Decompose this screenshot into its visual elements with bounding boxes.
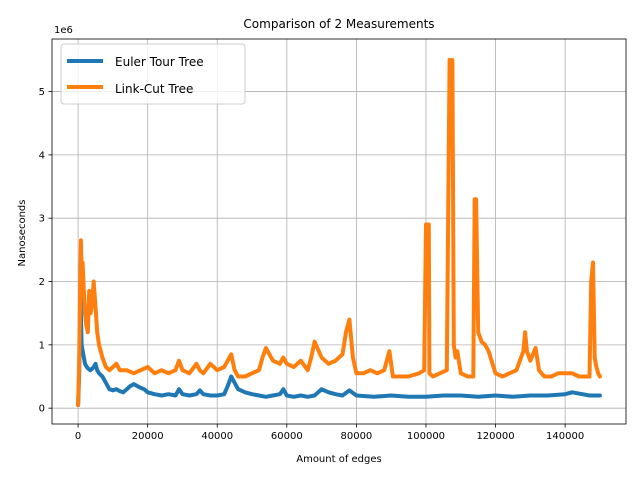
x-tick-label: 120000 bbox=[476, 431, 514, 442]
y-tick-label: 5 bbox=[39, 87, 45, 98]
y-tick-label: 3 bbox=[39, 214, 45, 225]
plot-frame bbox=[51, 38, 627, 425]
legend-label-euler: Euler Tour Tree bbox=[115, 55, 204, 69]
x-tick-label: 60000 bbox=[271, 431, 303, 442]
x-tick-label: 100000 bbox=[407, 431, 445, 442]
legend: Euler Tour Tree Link-Cut Tree bbox=[60, 43, 246, 105]
x-tick-label: 0 bbox=[75, 431, 81, 442]
x-axis-label: Amount of edges bbox=[296, 454, 382, 465]
chart-title: Comparison of 2 Measurements bbox=[243, 17, 434, 31]
x-tick-label: 140000 bbox=[546, 431, 584, 442]
x-tick-label: 80000 bbox=[340, 431, 372, 442]
y-axis-ticks: 0 1 2 3 4 5 bbox=[39, 87, 52, 415]
legend-box bbox=[60, 43, 246, 105]
y-tick-label: 2 bbox=[39, 277, 45, 288]
legend-label-linkcut: Link-Cut Tree bbox=[115, 82, 193, 96]
x-tick-label: 40000 bbox=[201, 431, 233, 442]
series-layer bbox=[76, 57, 602, 407]
x-tick-label: 20000 bbox=[132, 431, 164, 442]
series-line-euler-tour-tree bbox=[76, 292, 602, 407]
series-line-link-cut-tree bbox=[76, 57, 602, 407]
x-axis-ticks: 0 20000 40000 60000 80000 100000 120000 140000 bbox=[75, 424, 584, 442]
y-tick-label: 0 bbox=[39, 404, 45, 415]
y-offset-label: 1e6 bbox=[54, 25, 73, 36]
y-tick-label: 4 bbox=[39, 150, 45, 161]
y-axis-label: Nanoseconds bbox=[17, 200, 28, 267]
y-tick-label: 1 bbox=[39, 340, 45, 351]
